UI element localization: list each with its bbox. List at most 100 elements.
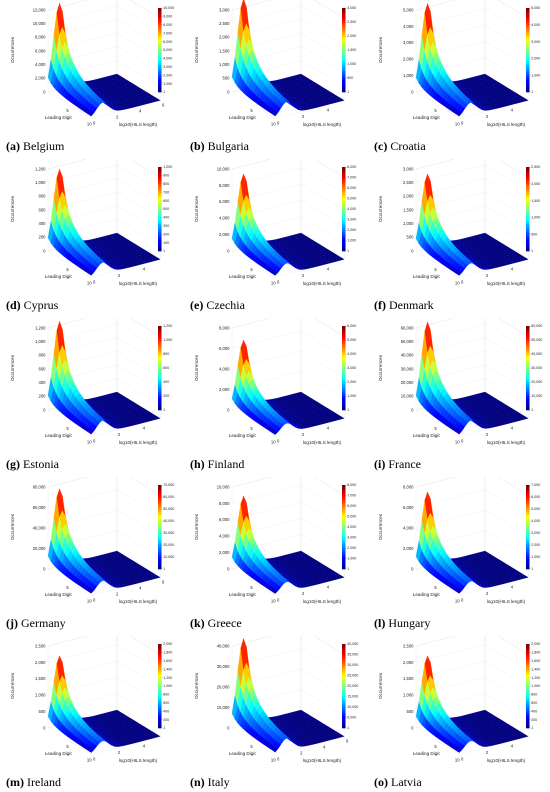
colorbar-tick-label: 1 <box>347 90 349 94</box>
panel-caption: (h) Finland <box>190 457 244 472</box>
colorbar-tick-label: 1 <box>531 408 533 412</box>
colorbar-swatch <box>342 54 346 56</box>
colorbar-swatch <box>158 232 162 234</box>
colorbar-swatch <box>158 353 162 355</box>
colorbar-swatch <box>158 54 162 56</box>
x2-tick-label: 0 <box>277 120 280 125</box>
colorbar-swatch <box>158 71 162 73</box>
colorbar-swatch <box>158 345 162 347</box>
colorbar-swatch <box>158 37 162 39</box>
colorbar-swatch <box>158 236 162 238</box>
z-axis-label: Occurrences <box>10 36 15 63</box>
colorbar-swatch <box>158 40 162 42</box>
colorbar-swatch <box>342 355 346 357</box>
colorbar-swatch <box>342 16 346 18</box>
colorbar-swatch <box>526 184 530 186</box>
x2-tick-label: 2 <box>302 273 305 278</box>
z-tick-label: 0 <box>43 407 46 412</box>
z-axis: 010,00020,00030,00040,00050,00060,000Occ… <box>378 325 414 412</box>
x-tick-label: 5 <box>434 267 437 272</box>
colorbar-swatch <box>342 67 346 69</box>
colorbar-swatch <box>526 31 530 33</box>
colorbar-swatch <box>158 31 162 33</box>
colorbar-swatch <box>342 21 346 23</box>
colorbar-swatch <box>158 167 162 169</box>
colorbar-tick-label: 4,000 <box>531 23 540 27</box>
x-axis-label: Leading Digit <box>45 115 73 120</box>
colorbar-swatch <box>342 182 346 184</box>
z-tick-label: 0 <box>227 248 230 253</box>
surface-plot: 02,0004,0006,0008,00010,000Occurrences51… <box>186 477 369 617</box>
colorbar-swatch <box>526 228 530 230</box>
colorbar-tick-label: 1 <box>531 90 533 94</box>
colorbar-swatch <box>158 546 162 548</box>
colorbar-swatch <box>158 379 162 381</box>
colorbar-swatch <box>342 374 346 376</box>
colorbar-swatch <box>158 184 162 186</box>
z-tick-label: 3,000 <box>219 7 230 12</box>
colorbar-tick-label: 50,000 <box>531 338 542 342</box>
colorbar-swatch <box>526 35 530 37</box>
colorbar-swatch <box>158 510 162 512</box>
grid-line <box>232 485 344 511</box>
colorbar-swatch <box>342 169 346 171</box>
colorbar-swatch <box>526 379 530 381</box>
z-tick-label: 600 <box>39 366 47 371</box>
colorbar-swatch <box>342 90 346 92</box>
z-axis-label: Occurrences <box>10 195 15 222</box>
colorbar-tick-label: 1,000 <box>531 216 540 220</box>
colorbar-swatch <box>158 203 162 205</box>
colorbar-swatch <box>158 512 162 514</box>
colorbar-tick-label: 4,000 <box>163 57 172 61</box>
colorbar-tick-label: 30,000 <box>531 366 542 370</box>
colorbar-tick-label: 60,000 <box>163 495 174 499</box>
colorbar-swatch <box>342 247 346 249</box>
panel-caption: (g) Estonia <box>6 457 59 472</box>
colorbar-swatch <box>342 366 346 368</box>
colorbar-swatch <box>158 500 162 502</box>
colorbar-swatch <box>526 391 530 393</box>
colorbar-swatch <box>158 178 162 180</box>
colorbar-swatch <box>526 71 530 73</box>
colorbar-swatch <box>158 376 162 378</box>
colorbar-swatch <box>526 232 530 234</box>
x2-axis-label: log10(HILS length) <box>487 440 526 445</box>
colorbar-swatch <box>526 402 530 404</box>
colorbar-swatch <box>526 27 530 29</box>
colorbar-swatch <box>526 370 530 372</box>
surface-plot: 02,0004,0006,0008,00010,000Occurrences51… <box>186 159 369 299</box>
colorbar-swatch <box>526 58 530 60</box>
x2-tick-label: 2 <box>486 273 489 278</box>
colorbar-swatch <box>158 517 162 519</box>
colorbar-swatch <box>526 46 530 48</box>
grid-line <box>232 477 344 495</box>
colorbar-swatch <box>526 25 530 27</box>
colorbar-swatch <box>158 201 162 203</box>
colorbar-swatch <box>158 35 162 37</box>
x-axis-label: Leading Digit <box>413 115 441 120</box>
colorbar-swatch <box>342 389 346 391</box>
colorbar-swatch <box>342 192 346 194</box>
colorbar-swatch <box>158 554 162 556</box>
colorbar-swatch <box>526 249 530 251</box>
z-tick-label: 6,000 <box>35 48 46 53</box>
colorbar-swatch <box>342 58 346 60</box>
x-axis-label: Leading Digit <box>229 433 257 438</box>
colorbar-swatch <box>342 178 346 180</box>
colorbar-swatch <box>158 192 162 194</box>
colorbar-swatch <box>526 82 530 84</box>
colorbar-swatch <box>526 48 530 50</box>
colorbar-swatch <box>342 194 346 196</box>
x2-axis-label: log10(HILS length) <box>119 599 158 604</box>
colorbar-swatch <box>526 230 530 232</box>
colorbar-swatch <box>342 61 346 63</box>
colorbar-swatch <box>158 385 162 387</box>
colorbar-swatch <box>158 247 162 249</box>
